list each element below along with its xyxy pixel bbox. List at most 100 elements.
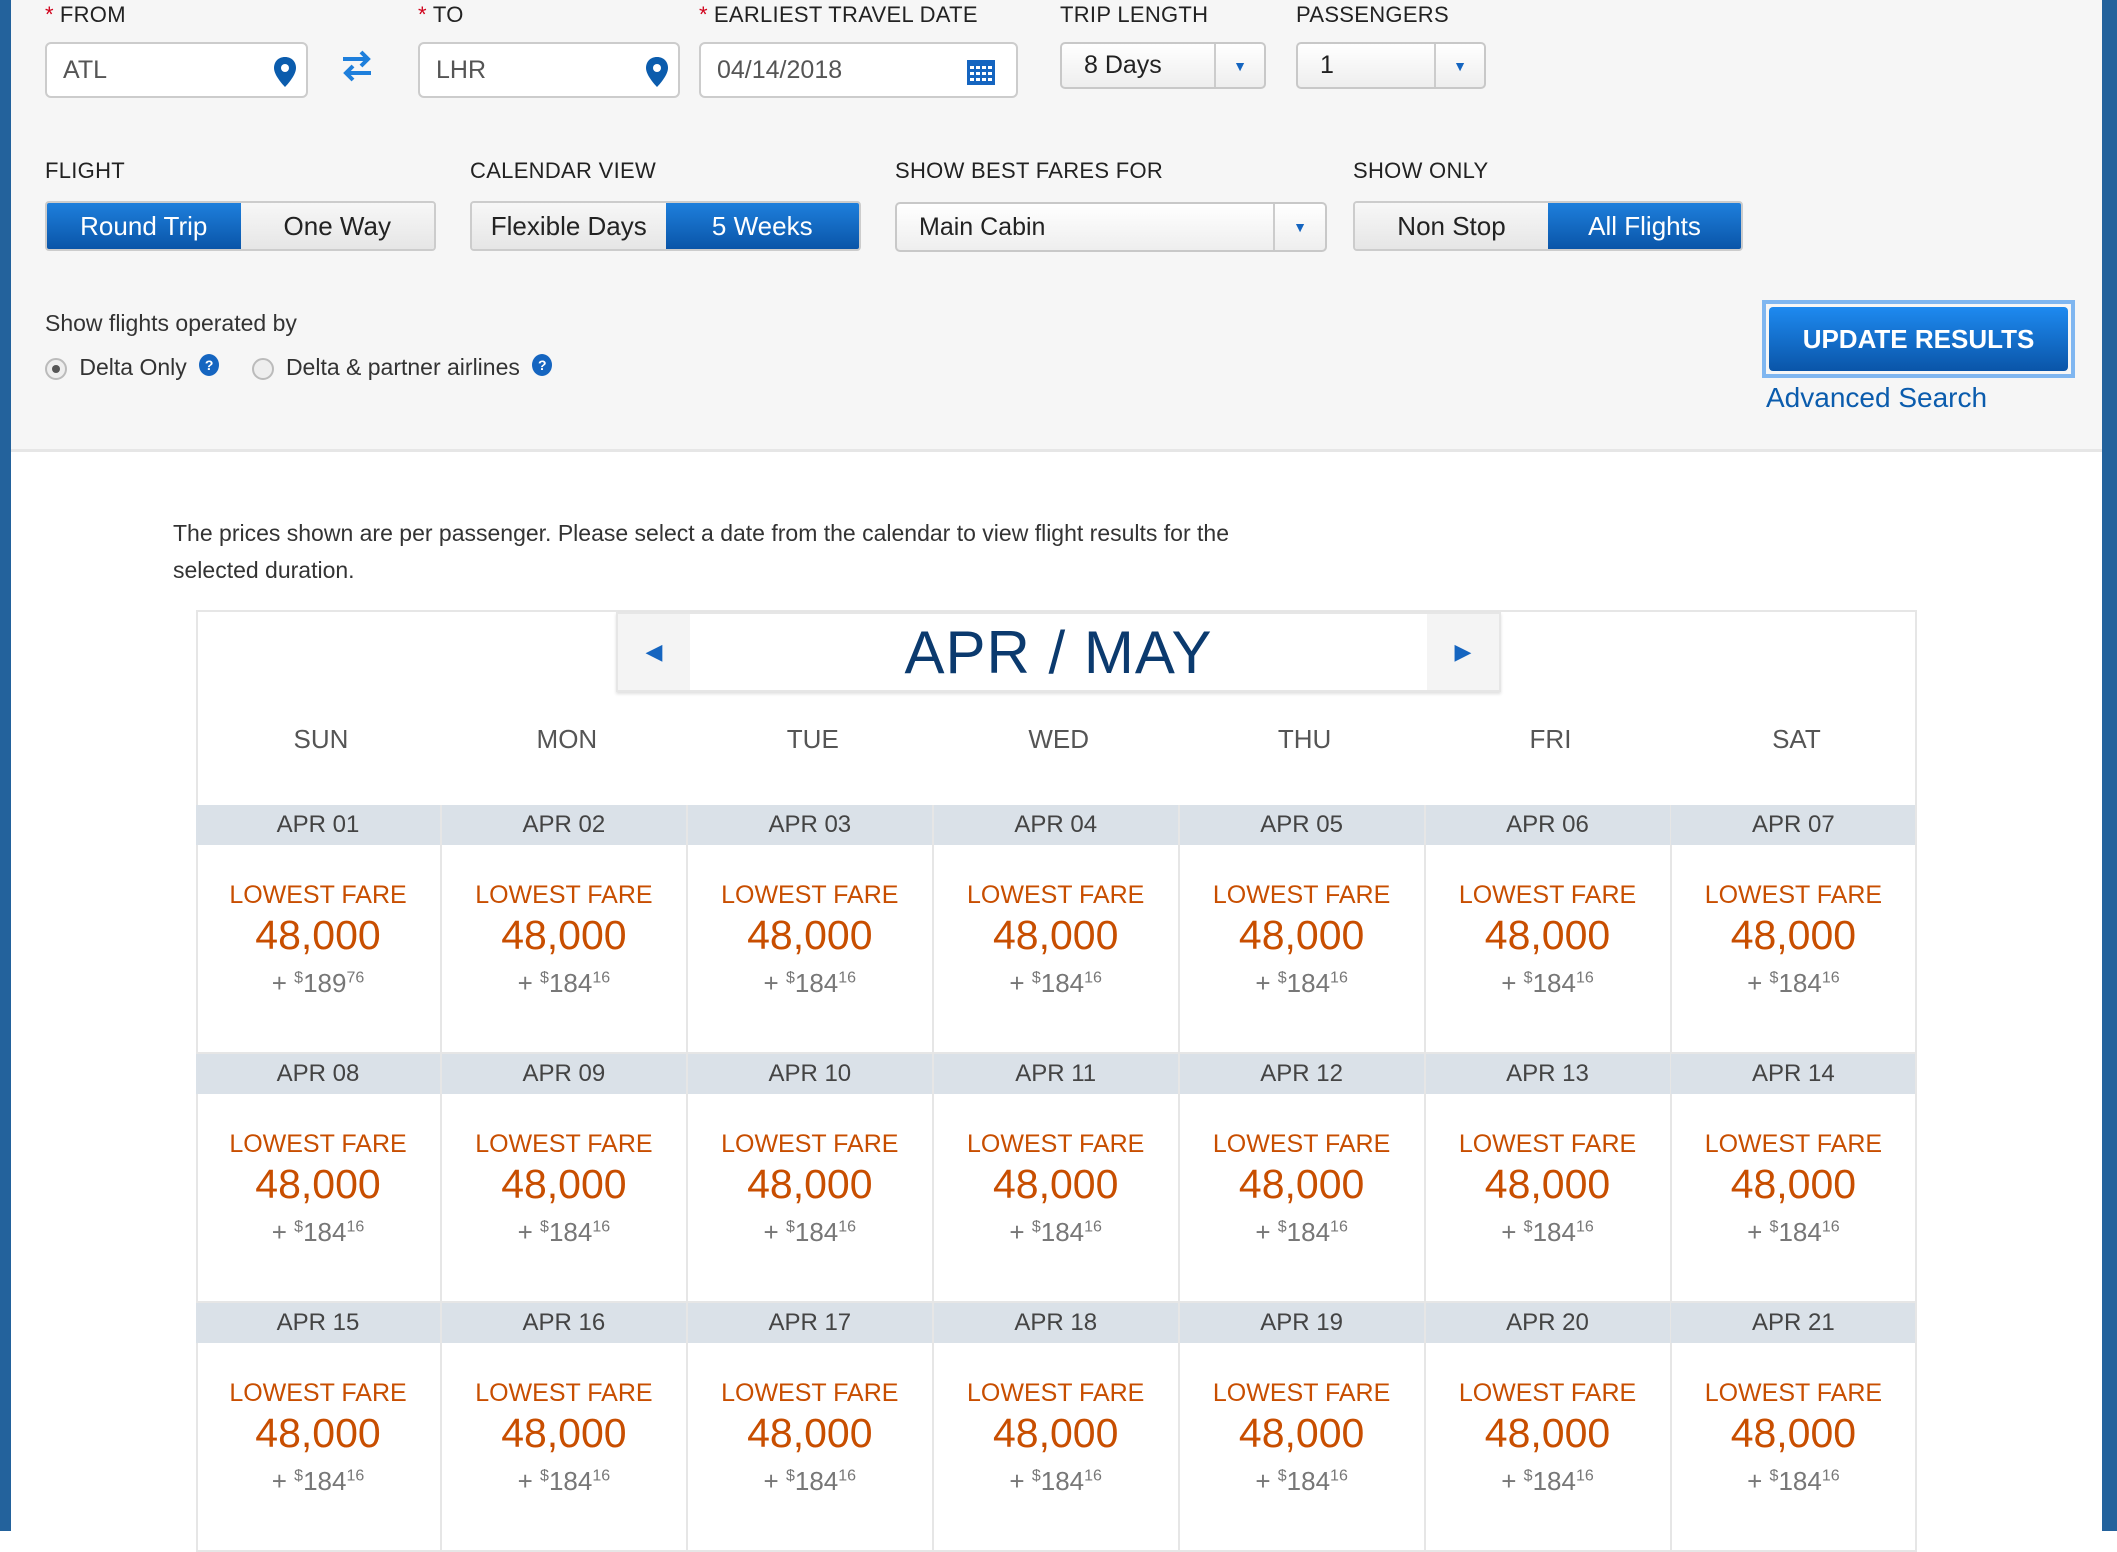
calendar-day-cell[interactable]: APR 09 LOWEST FARE 48,000 + $18416 bbox=[441, 1054, 688, 1303]
fare-miles: 48,000 bbox=[992, 1410, 1119, 1456]
fare-taxes: + $18416 bbox=[1501, 968, 1594, 998]
cell-date: APR 20 bbox=[1425, 1303, 1670, 1343]
required-mark: * bbox=[45, 2, 54, 27]
calendar-day-cell[interactable]: APR 16 LOWEST FARE 48,000 + $18416 bbox=[441, 1303, 688, 1552]
cell-date: APR 10 bbox=[687, 1054, 932, 1094]
all-flights-button[interactable]: All Flights bbox=[1548, 203, 1741, 249]
lowest-fare-label: LOWEST FARE bbox=[475, 1379, 653, 1407]
calendar-icon[interactable] bbox=[966, 58, 996, 86]
calendar-day-cell[interactable]: APR 15 LOWEST FARE 48,000 + $18416 bbox=[196, 1303, 442, 1552]
trip-length-select[interactable]: 8 Days ▼ bbox=[1060, 42, 1266, 89]
calendar-day-cell[interactable]: APR 17 LOWEST FARE 48,000 + $18416 bbox=[687, 1303, 934, 1552]
tax-dollars: 184 bbox=[548, 968, 593, 998]
calendar-day-cell[interactable]: APR 19 LOWEST FARE 48,000 + $18416 bbox=[1179, 1303, 1426, 1552]
calendar-day-cell[interactable]: APR 10 LOWEST FARE 48,000 + $18416 bbox=[687, 1054, 934, 1303]
lowest-fare-label: LOWEST FARE bbox=[721, 1379, 899, 1407]
show-only-label: SHOW ONLY bbox=[1353, 158, 1489, 183]
calendar-day-cell[interactable]: APR 03 LOWEST FARE 48,000 + $18416 bbox=[687, 805, 934, 1054]
dollar-sign: $ bbox=[1523, 1218, 1533, 1236]
fare-calendar: ◀ APR / MAY ▶ SUN MON TUE WED THU FRI SAT APR 0… bbox=[196, 610, 1918, 1552]
tax-dollars: 184 bbox=[1778, 968, 1822, 998]
tax-cents: 16 bbox=[346, 1218, 365, 1236]
calendar-day-cell[interactable]: APR 13 LOWEST FARE 48,000 + $18416 bbox=[1425, 1054, 1672, 1303]
cabin-select[interactable]: Main Cabin ▼ bbox=[895, 202, 1327, 252]
help-icon[interactable]: ? bbox=[532, 354, 553, 376]
location-pin-icon[interactable] bbox=[644, 56, 670, 88]
dollar-sign: $ bbox=[1769, 969, 1779, 987]
fare-taxes: + $18416 bbox=[271, 1466, 365, 1496]
advanced-search-link[interactable]: Advanced Search bbox=[1766, 382, 1988, 413]
date-input[interactable]: 04/14/2018 bbox=[699, 42, 1018, 98]
calendar-day-cell[interactable]: APR 20 LOWEST FARE 48,000 + $18416 bbox=[1425, 1303, 1672, 1552]
lowest-fare-label: LOWEST FARE bbox=[475, 1130, 653, 1158]
lowest-fare-label: LOWEST FARE bbox=[1704, 881, 1883, 909]
flexible-days-button[interactable]: Flexible Days bbox=[472, 203, 666, 249]
cell-date: APR 08 bbox=[196, 1054, 440, 1094]
round-trip-button[interactable]: Round Trip bbox=[47, 203, 241, 249]
fare-miles: 48,000 bbox=[992, 1161, 1119, 1207]
lowest-fare-label: LOWEST FARE bbox=[1458, 881, 1637, 909]
calendar-day-cell[interactable]: APR 05 LOWEST FARE 48,000 + $18416 bbox=[1179, 805, 1426, 1054]
calendar-day-cell[interactable]: APR 08 LOWEST FARE 48,000 + $18416 bbox=[196, 1054, 442, 1303]
help-icon[interactable]: ? bbox=[199, 354, 220, 376]
delta-partner-radio[interactable] bbox=[251, 357, 274, 380]
fare-taxes: + $18416 bbox=[1747, 1466, 1840, 1496]
cell-date: APR 21 bbox=[1671, 1303, 1916, 1343]
update-results-button[interactable]: UPDATE RESULTS bbox=[1769, 307, 2068, 371]
lowest-fare-label: LOWEST FARE bbox=[229, 881, 407, 909]
lowest-fare-label: LOWEST FARE bbox=[1212, 881, 1391, 909]
date-label-text: EARLIEST TRAVEL DATE bbox=[713, 2, 978, 27]
tax-dollars: 184 bbox=[1532, 1466, 1576, 1496]
fare-miles: 48,000 bbox=[501, 912, 627, 958]
tax-cents: 16 bbox=[1084, 1467, 1102, 1485]
dollar-sign: $ bbox=[1031, 1218, 1041, 1236]
delta-only-label[interactable]: Delta Only bbox=[79, 354, 187, 380]
tax-dollars: 184 bbox=[1778, 1466, 1822, 1496]
calendar-day-cell[interactable]: APR 01 LOWEST FARE 48,000 + $18976 bbox=[196, 805, 442, 1054]
lowest-fare-label: LOWEST FARE bbox=[1458, 1130, 1637, 1158]
from-input[interactable]: ATL bbox=[45, 42, 308, 98]
required-mark: * bbox=[418, 2, 427, 27]
to-input[interactable]: LHR bbox=[418, 42, 680, 98]
date-value: 04/14/2018 bbox=[717, 55, 843, 84]
day-header: SAT bbox=[1772, 724, 1821, 754]
next-month-button[interactable]: ▶ bbox=[1427, 614, 1499, 690]
passengers-select[interactable]: 1 ▼ bbox=[1296, 42, 1486, 89]
calendar-day-cell[interactable]: APR 06 LOWEST FARE 48,000 + $18416 bbox=[1425, 805, 1672, 1054]
cell-date: APR 03 bbox=[687, 805, 932, 845]
tax-dollars: 184 bbox=[1040, 1217, 1085, 1247]
calendar-day-cell[interactable]: APR 18 LOWEST FARE 48,000 + $18416 bbox=[933, 1303, 1180, 1552]
passengers-label: PASSENGERS bbox=[1296, 2, 1449, 27]
calendar-day-cell[interactable]: APR 14 LOWEST FARE 48,000 + $18416 bbox=[1671, 1054, 1918, 1303]
prev-month-button[interactable]: ◀ bbox=[618, 614, 690, 690]
swap-icon[interactable] bbox=[339, 48, 375, 84]
day-header: MON bbox=[536, 724, 598, 754]
one-way-button[interactable]: One Way bbox=[240, 203, 434, 249]
cell-date: APR 11 bbox=[933, 1054, 1178, 1094]
five-weeks-button[interactable]: 5 Weeks bbox=[665, 203, 859, 249]
location-pin-icon[interactable] bbox=[272, 56, 298, 88]
calendar-day-cell[interactable]: APR 02 LOWEST FARE 48,000 + $18416 bbox=[441, 805, 688, 1054]
tax-cents: 16 bbox=[592, 969, 611, 987]
non-stop-button[interactable]: Non Stop bbox=[1355, 203, 1548, 249]
tax-cents: 16 bbox=[1821, 969, 1840, 987]
calendar-day-cell[interactable]: APR 12 LOWEST FARE 48,000 + $18416 bbox=[1179, 1054, 1426, 1303]
fare-taxes: + $18416 bbox=[1009, 1217, 1102, 1247]
tax-cents: 16 bbox=[1330, 1218, 1348, 1236]
calendar-day-cell[interactable]: APR 21 LOWEST FARE 48,000 + $18416 bbox=[1671, 1303, 1918, 1552]
delta-only-radio[interactable] bbox=[45, 357, 67, 380]
lowest-fare-label: LOWEST FARE bbox=[229, 1130, 407, 1158]
calendar-day-cell[interactable]: APR 07 LOWEST FARE 48,000 + $18416 bbox=[1671, 805, 1918, 1054]
dollar-sign: $ bbox=[540, 1218, 549, 1236]
dollar-sign: $ bbox=[785, 969, 795, 987]
fare-miles: 48,000 bbox=[501, 1161, 627, 1207]
dollar-sign: $ bbox=[1031, 969, 1041, 987]
calendar-day-cell[interactable]: APR 04 LOWEST FARE 48,000 + $18416 bbox=[933, 805, 1180, 1054]
cabin-value: Main Cabin bbox=[919, 212, 1046, 241]
trip-length-label: TRIP LENGTH bbox=[1060, 2, 1209, 27]
right-scrollbar[interactable] bbox=[2102, 0, 2117, 1531]
cell-date: APR 07 bbox=[1671, 805, 1916, 845]
calendar-day-cell[interactable]: APR 11 LOWEST FARE 48,000 + $18416 bbox=[933, 1054, 1180, 1303]
delta-partner-label[interactable]: Delta & partner airlines bbox=[285, 354, 520, 380]
dollar-sign: $ bbox=[1277, 969, 1287, 987]
